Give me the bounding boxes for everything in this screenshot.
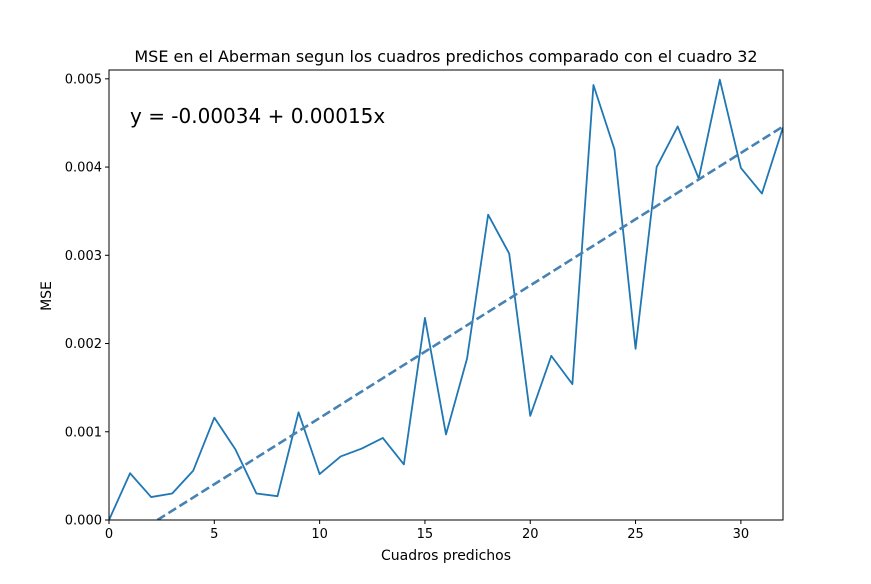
chart-title: MSE en el Aberman segun los cuadros pred… [134,47,757,66]
x-axis: 0 5 10 15 20 25 30 [105,520,749,542]
x-tick-label: 20 [522,527,539,542]
x-tick-label: 30 [733,527,750,542]
x-tick-label: 25 [627,527,644,542]
y-axis: 0.000 0.001 0.002 0.003 0.004 0.005 [65,72,109,529]
y-axis-label: MSE [39,281,55,311]
y-tick-label: 0.005 [65,72,102,87]
y-tick-label: 0.001 [65,425,102,440]
plot-area [109,78,783,520]
y-tick-label: 0.004 [65,161,102,176]
y-tick-label: 0.002 [65,337,102,352]
annotation-equation: y = -0.00034 + 0.00015x [130,104,385,128]
y-tick-label: 0.000 [65,514,102,529]
x-tick-label: 15 [417,527,434,542]
plot-frame [108,69,784,521]
y-tick-label: 0.003 [65,249,102,264]
x-tick-label: 10 [311,527,328,542]
mse-series-line [109,78,783,520]
trend-line [156,125,783,520]
x-tick-label: 5 [210,527,218,542]
x-axis-label: Cuadros predichos [381,548,511,564]
x-tick-label: 0 [105,527,113,542]
